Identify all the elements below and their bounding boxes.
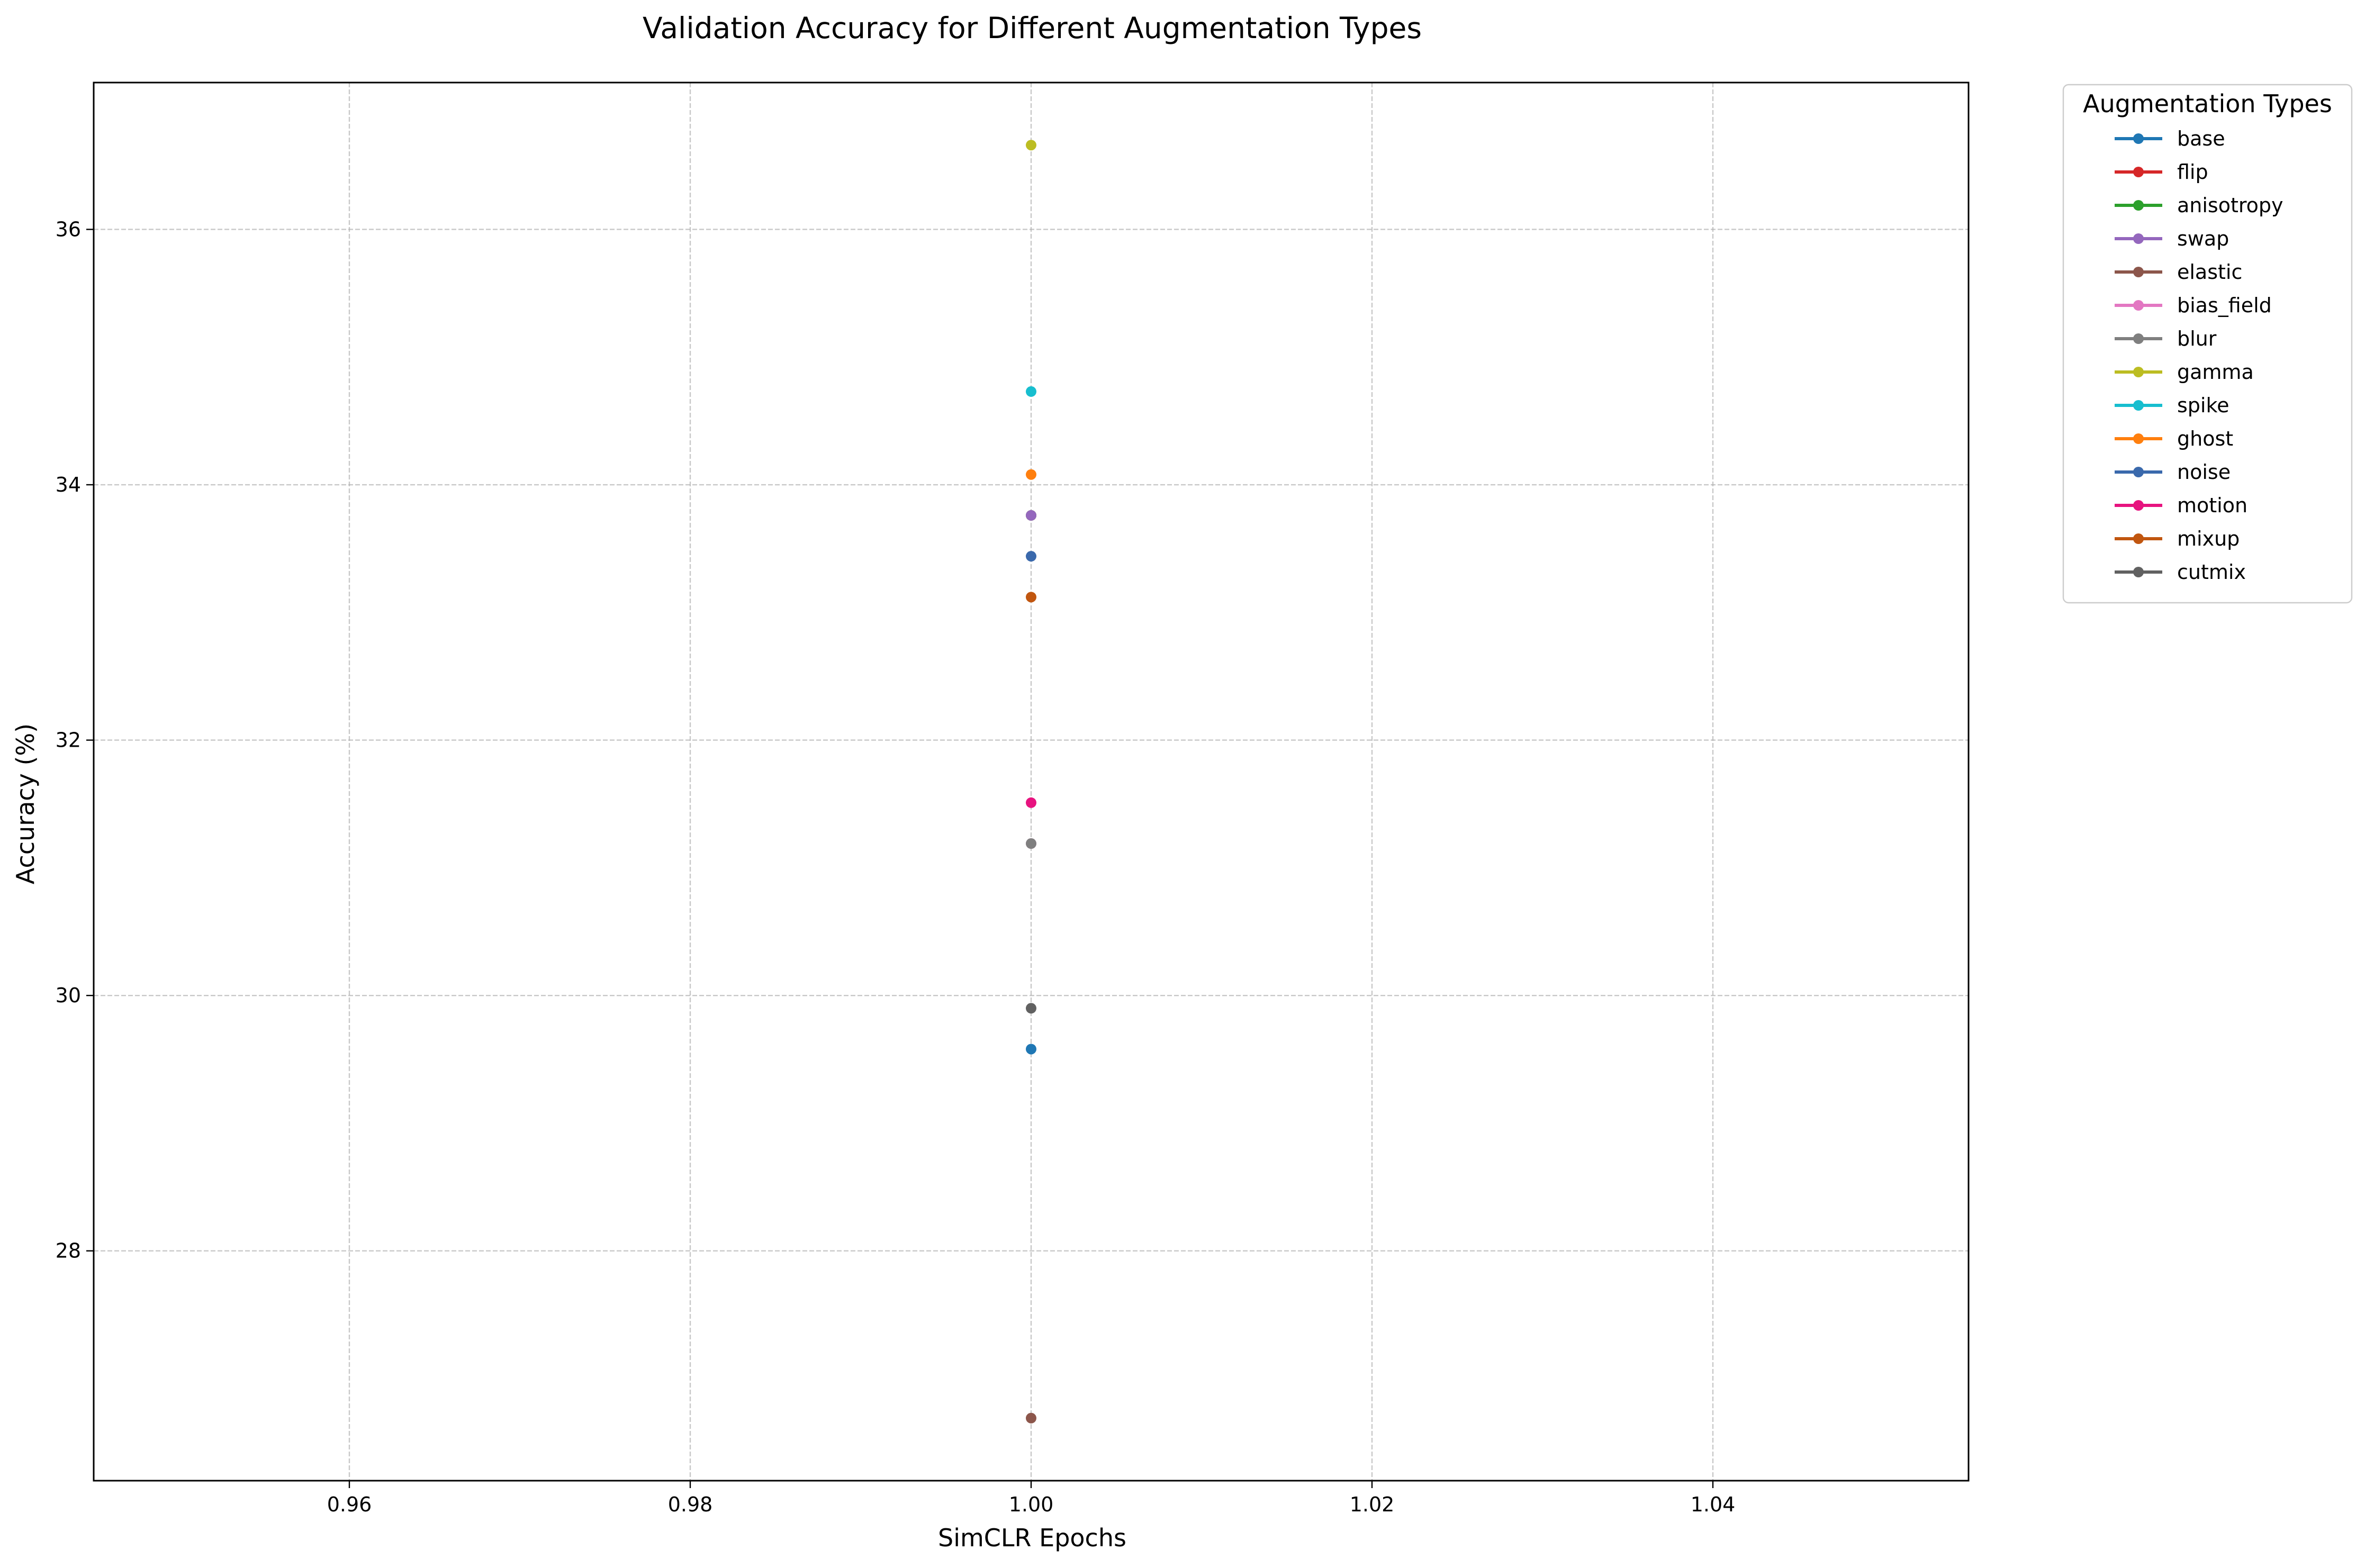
data-point	[1026, 797, 1036, 808]
series-motion	[1026, 797, 1036, 808]
x-tick-label: 0.96	[327, 1493, 372, 1516]
legend-item-base: base	[2115, 127, 2225, 150]
legend-item-cutmix: cutmix	[2115, 560, 2246, 584]
y-tick-label: 28	[56, 1239, 81, 1263]
data-point	[1026, 592, 1036, 603]
legend-marker	[2133, 200, 2144, 211]
series-ghost	[1026, 469, 1036, 480]
legend-marker	[2133, 533, 2144, 544]
legend-label: blur	[2177, 327, 2217, 350]
data-point	[1026, 386, 1036, 397]
legend-marker	[2133, 467, 2144, 477]
series-base	[1026, 1044, 1036, 1055]
legend-marker	[2133, 500, 2144, 511]
data-point	[1026, 551, 1036, 562]
y-tick-label: 34	[56, 473, 81, 496]
legend-marker	[2133, 267, 2144, 277]
legend-item-elastic: elastic	[2115, 260, 2242, 284]
legend-item-bias_field: bias_field	[2115, 294, 2272, 317]
y-tick-label: 30	[56, 984, 81, 1007]
legend-marker	[2133, 300, 2144, 311]
legend-marker	[2133, 333, 2144, 344]
data-point	[1026, 510, 1036, 521]
legend: Augmentation Types base flip anisotropy swap…	[2062, 84, 2353, 604]
legend-label: spike	[2177, 394, 2229, 417]
legend-marker	[2133, 167, 2144, 177]
legend-label: bias_field	[2177, 294, 2272, 317]
x-tick-label: 1.04	[1691, 1493, 1736, 1516]
legend-item-mixup: mixup	[2115, 527, 2240, 550]
legend-marker	[2133, 367, 2144, 377]
legend-marker	[2133, 233, 2144, 244]
series-noise	[1026, 551, 1036, 562]
series-gamma	[1026, 140, 1036, 151]
y-tick-label: 32	[56, 729, 81, 752]
legend-marker	[2133, 567, 2144, 577]
y-axis-label: Accuracy (%)	[11, 723, 40, 884]
legend-marker	[2133, 133, 2144, 144]
legend-item-noise: noise	[2115, 460, 2231, 484]
legend-item-motion: motion	[2115, 494, 2247, 517]
legend-marker	[2133, 400, 2144, 411]
data-point	[1026, 140, 1036, 151]
series-elastic	[1026, 1412, 1036, 1424]
x-axis-label: SimCLR Epochs	[938, 1524, 1126, 1552]
legend-label: base	[2177, 127, 2225, 150]
x-tick-label: 1.00	[1009, 1493, 1054, 1516]
data-point	[1026, 469, 1036, 480]
legend-item-anisotropy: anisotropy	[2115, 194, 2283, 217]
series-cutmix	[1026, 1003, 1036, 1014]
data-point	[1026, 838, 1036, 849]
legend-label: flip	[2177, 160, 2208, 184]
legend-item-ghost: ghost	[2115, 427, 2233, 450]
legend-label: ghost	[2177, 427, 2233, 450]
axis-ticks: 0.96 0.98 1.00 1.02 1.04 28 30 32 34 36	[56, 217, 1736, 1516]
legend-label: mixup	[2177, 527, 2240, 550]
legend-title: Augmentation Types	[2083, 89, 2332, 118]
legend-label: swap	[2177, 227, 2229, 250]
legend-item-blur: blur	[2115, 327, 2217, 350]
series-swap	[1026, 510, 1036, 521]
series-blur	[1026, 838, 1036, 849]
series-mixup	[1026, 592, 1036, 603]
legend-label: anisotropy	[2177, 194, 2283, 217]
legend-label: elastic	[2177, 260, 2242, 284]
x-tick-label: 1.02	[1350, 1493, 1395, 1516]
grid-lines	[94, 83, 1969, 1481]
data-point	[1026, 1003, 1036, 1014]
chart-title: Validation Accuracy for Different Augmen…	[643, 11, 1422, 45]
legend-marker	[2133, 433, 2144, 444]
legend-item-flip: flip	[2115, 160, 2208, 184]
legend-label: gamma	[2177, 360, 2254, 384]
legend-label: cutmix	[2177, 560, 2246, 584]
y-tick-label: 36	[56, 217, 81, 241]
legend-item-spike: spike	[2115, 394, 2229, 417]
data-series	[1026, 140, 1036, 1424]
series-spike	[1026, 386, 1036, 397]
legend-item-gamma: gamma	[2115, 360, 2254, 384]
legend-item-swap: swap	[2115, 227, 2229, 250]
data-point	[1026, 1044, 1036, 1055]
x-tick-label: 0.98	[668, 1493, 713, 1516]
legend-label: noise	[2177, 460, 2231, 484]
data-point	[1026, 1412, 1036, 1424]
legend-label: motion	[2177, 494, 2247, 517]
